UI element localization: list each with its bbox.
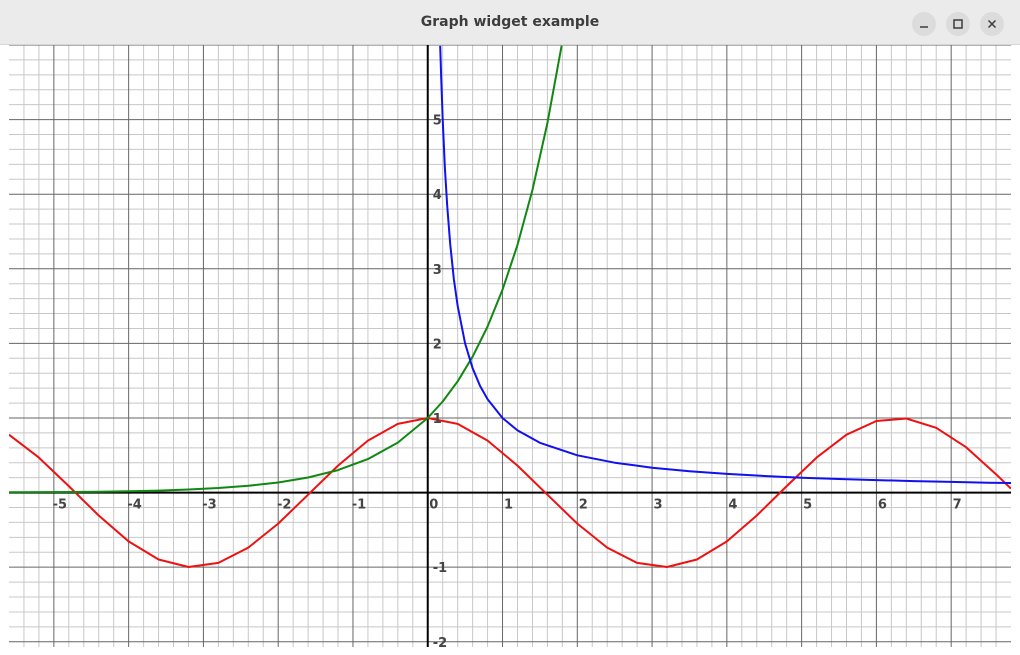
y-tick-label: 3: [433, 263, 442, 278]
x-tick-label: 1: [504, 498, 513, 513]
minor-grid: [9, 45, 1011, 647]
tick-labels: -5 -4 -3 -2 -1 0 1 2 3 4 5 6 7 -2 -1 1 2 3 4 5: [53, 114, 962, 647]
x-tick-label: -3: [202, 498, 216, 513]
x-tick-label: 7: [953, 498, 962, 513]
y-tick-label: -1: [433, 561, 447, 576]
series-line-2: [9, 45, 563, 494]
y-tick-label: 4: [433, 188, 442, 203]
y-tick-label: 1: [433, 412, 442, 427]
close-button[interactable]: [980, 12, 1004, 36]
y-tick-label: 2: [433, 337, 442, 352]
x-tick-label: 3: [654, 498, 663, 513]
major-grid: [9, 45, 1011, 647]
x-tick-label: -1: [352, 498, 366, 513]
maximize-button[interactable]: [946, 12, 970, 36]
minimize-button[interactable]: [912, 12, 936, 36]
minimize-icon: [920, 26, 928, 28]
title-bar[interactable]: Graph widget example: [0, 0, 1020, 45]
x-tick-label: 2: [579, 498, 588, 513]
y-tick-label: 5: [433, 114, 442, 129]
x-tick-label: 5: [803, 498, 812, 513]
x-tick-label: -5: [53, 498, 67, 513]
series-line-1: [9, 417, 1011, 568]
curves: [9, 45, 1011, 568]
close-icon: [987, 19, 997, 29]
graph-widget[interactable]: -5 -4 -3 -2 -1 0 1 2 3 4 5 6 7 -2 -1 1 2 3 4 5: [9, 45, 1011, 647]
maximize-icon: [953, 19, 963, 29]
axes: [9, 45, 1011, 647]
x-tick-label: 6: [878, 498, 887, 513]
x-tick-label: 0: [429, 498, 438, 513]
x-tick-label: -4: [127, 498, 141, 513]
window-title: Graph widget example: [420, 14, 600, 30]
graph-canvas[interactable]: -5 -4 -3 -2 -1 0 1 2 3 4 5 6 7 -2 -1 1 2 3 4 5: [9, 45, 1011, 647]
x-tick-label: -2: [277, 498, 291, 513]
x-tick-label: 4: [728, 498, 737, 513]
series-line-3: [439, 45, 1011, 484]
y-tick-label: -2: [433, 636, 447, 647]
